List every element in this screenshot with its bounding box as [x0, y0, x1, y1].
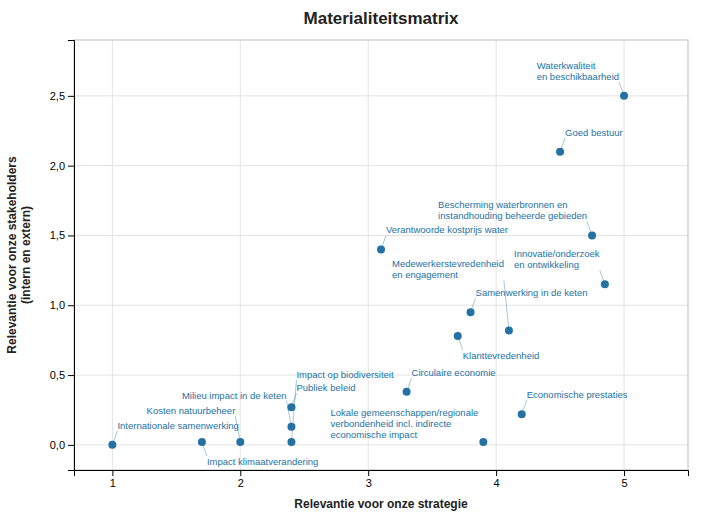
tick: 3 [366, 470, 372, 489]
leader-line [407, 378, 412, 392]
leader-line [202, 442, 207, 456]
leader-line [600, 270, 605, 284]
tick: 1,5 [50, 229, 74, 241]
tick: 0,5 [50, 369, 74, 381]
point-label: Internationale samenwerking [117, 420, 238, 431]
tick-label: 2,0 [50, 160, 65, 172]
point-label: Goed bestuur [565, 127, 623, 138]
tick-label: 2 [238, 477, 244, 489]
grid-line [74, 444, 688, 445]
tick-mark [68, 445, 74, 446]
y-axis: 0,0 0,5 1,0 1,5 2,0 2,5 [50, 41, 75, 471]
tick-label: 1 [110, 477, 116, 489]
leader-line [587, 221, 592, 235]
chart: 1 2 3 4 5 0,0 0,5 1,0 1,5 2,0 2,5 Materialiteitsmat… [0, 0, 704, 520]
tick-label: 5 [621, 477, 627, 489]
tick: 1 [110, 470, 116, 489]
leader-line [286, 401, 291, 427]
leader-line [112, 431, 117, 445]
point-label: Klanttevredenheid [463, 350, 540, 361]
tick-label: 0,5 [50, 369, 65, 381]
point-label: Kosten natuurbeheer [147, 405, 236, 416]
tick-label: 3 [366, 477, 372, 489]
grid-line [112, 40, 113, 470]
point-label: Economische prestaties [527, 389, 628, 400]
points [108, 92, 628, 449]
leader-line [471, 298, 476, 312]
leader-line [291, 393, 296, 407]
grid-line [240, 40, 241, 470]
tick-mark [496, 470, 497, 476]
tick: 2,5 [50, 90, 74, 102]
tick-mark [68, 96, 74, 97]
point-label: Samenwerking in de keten [476, 287, 588, 298]
tick: 2,0 [50, 160, 74, 172]
point-label: Medewerkerstevredenheiden engagement [392, 258, 504, 280]
point-label: Innovatie/onderzoeken ontwikkeling [514, 248, 600, 270]
x-axis: 1 2 3 4 5 [75, 470, 689, 489]
grid-line [368, 40, 369, 470]
point-label: Impact op biodiversiteit [296, 369, 394, 380]
leader-line [560, 138, 565, 152]
leader-line [458, 336, 463, 350]
point-label: Publiek beleid [296, 382, 355, 393]
grid [74, 40, 688, 470]
grid-line [624, 40, 625, 470]
tick-label: 0,0 [50, 439, 65, 451]
tick-label: 2,5 [50, 90, 65, 102]
tick-label: 1,0 [50, 299, 65, 311]
grid-line [496, 40, 497, 470]
grid-line [74, 305, 688, 306]
tick: 5 [621, 470, 627, 489]
tick-mark [68, 375, 74, 376]
x-axis-label: Relevantie voor onze strategie [294, 497, 468, 511]
axis-line [75, 471, 689, 477]
tick-label: 1,5 [50, 229, 65, 241]
leader-line [619, 82, 624, 96]
grid-line [74, 95, 688, 96]
point-label: Bescherming waterbronnen eninstandhoudin… [438, 199, 587, 221]
title: Materialiteitsmatrix [304, 9, 459, 28]
point-label: Milieu impact in de keten [182, 390, 287, 401]
tick-mark [240, 470, 241, 476]
tick: 1,0 [50, 299, 74, 311]
y-axis-label: Relevantie voor onze stakeholders(intern… [5, 156, 33, 354]
tick-mark [112, 470, 113, 476]
point [479, 438, 487, 446]
point-labels: Internationale samenwerking Impact klimaa… [117, 60, 627, 467]
leader-line [381, 235, 386, 249]
point-label: Circulaire economie [412, 367, 496, 378]
point-label: Lokale gemeenschappen/regionaleverbonden… [330, 407, 478, 440]
tick-label: 4 [494, 477, 500, 489]
axis-line [68, 41, 75, 471]
tick-mark [68, 235, 74, 236]
tick-mark [68, 166, 74, 167]
tick: 0,0 [50, 439, 74, 451]
tick: 2 [238, 470, 244, 489]
tick-mark [368, 470, 369, 476]
point-label: Impact klimaatverandering [207, 456, 318, 467]
tick: 4 [494, 470, 500, 489]
point-label: Verantwoorde kostprijs water [386, 224, 508, 235]
plot-frame [74, 40, 688, 470]
leader-line [522, 400, 527, 414]
tick-mark [68, 305, 74, 306]
grid-line [74, 165, 688, 166]
tick-mark [624, 470, 625, 476]
point-label: Waterkwaliteiten beschikbaarheid [537, 60, 619, 82]
